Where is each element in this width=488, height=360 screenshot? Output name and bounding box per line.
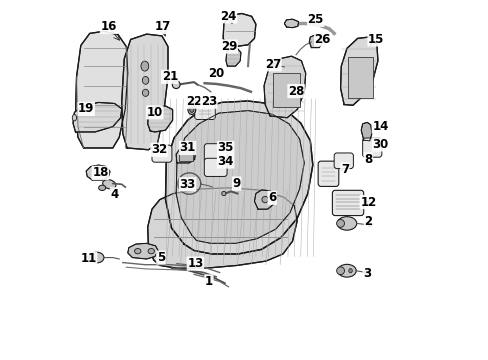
Ellipse shape	[187, 104, 195, 114]
Polygon shape	[86, 165, 110, 180]
Text: 27: 27	[264, 58, 281, 71]
Text: 1: 1	[204, 275, 213, 288]
Ellipse shape	[72, 114, 77, 121]
Polygon shape	[75, 31, 127, 148]
Text: 15: 15	[367, 33, 384, 46]
Ellipse shape	[172, 81, 180, 89]
Polygon shape	[127, 243, 158, 259]
Polygon shape	[225, 48, 241, 66]
Ellipse shape	[363, 270, 367, 275]
Text: 31: 31	[179, 141, 195, 154]
Polygon shape	[254, 190, 274, 209]
Text: 19: 19	[78, 102, 94, 115]
Text: 6: 6	[267, 191, 276, 204]
Ellipse shape	[348, 269, 351, 273]
Text: 28: 28	[287, 85, 304, 98]
Ellipse shape	[266, 64, 270, 68]
Ellipse shape	[262, 196, 268, 203]
Text: 22: 22	[185, 95, 202, 108]
Ellipse shape	[148, 248, 154, 254]
Polygon shape	[284, 19, 298, 28]
Ellipse shape	[99, 185, 105, 190]
Text: 4: 4	[110, 188, 119, 201]
Polygon shape	[165, 101, 312, 254]
FancyBboxPatch shape	[362, 138, 381, 157]
Polygon shape	[264, 56, 305, 118]
Ellipse shape	[134, 248, 141, 254]
Ellipse shape	[336, 267, 344, 275]
Ellipse shape	[336, 220, 344, 227]
Text: 20: 20	[207, 67, 224, 80]
Polygon shape	[223, 13, 255, 46]
Ellipse shape	[186, 182, 190, 186]
Polygon shape	[147, 188, 297, 268]
Ellipse shape	[88, 255, 93, 260]
Bar	[272, 73, 299, 107]
FancyBboxPatch shape	[333, 153, 353, 168]
Polygon shape	[147, 106, 172, 132]
Ellipse shape	[337, 264, 355, 277]
FancyBboxPatch shape	[204, 158, 226, 176]
Text: 30: 30	[371, 138, 388, 151]
Ellipse shape	[221, 192, 225, 195]
Text: 26: 26	[314, 33, 330, 46]
Polygon shape	[122, 34, 168, 150]
Text: 35: 35	[217, 141, 233, 154]
FancyBboxPatch shape	[152, 145, 172, 162]
Text: 23: 23	[201, 95, 217, 108]
Ellipse shape	[89, 252, 104, 263]
Ellipse shape	[189, 107, 194, 112]
Ellipse shape	[142, 89, 148, 96]
Text: 7: 7	[340, 163, 348, 176]
Text: 14: 14	[371, 120, 388, 133]
Text: 25: 25	[307, 13, 323, 26]
Text: 33: 33	[179, 178, 195, 191]
Ellipse shape	[89, 254, 95, 261]
Text: 32: 32	[151, 143, 167, 156]
Ellipse shape	[142, 76, 148, 84]
Text: 3: 3	[363, 267, 370, 280]
FancyBboxPatch shape	[332, 190, 363, 216]
Text: 9: 9	[232, 177, 240, 190]
Polygon shape	[176, 147, 195, 163]
Text: 34: 34	[217, 155, 233, 168]
FancyBboxPatch shape	[204, 144, 226, 162]
Polygon shape	[361, 122, 371, 141]
Polygon shape	[308, 35, 322, 48]
Text: 5: 5	[157, 251, 164, 264]
Polygon shape	[73, 103, 122, 132]
Text: 12: 12	[360, 195, 376, 208]
Text: 10: 10	[146, 106, 163, 119]
Text: 11: 11	[81, 252, 97, 265]
Ellipse shape	[102, 180, 116, 189]
Text: 21: 21	[162, 70, 178, 83]
Ellipse shape	[367, 223, 371, 227]
Ellipse shape	[337, 217, 356, 230]
Text: 18: 18	[92, 166, 108, 179]
Bar	[179, 150, 192, 161]
Text: 8: 8	[364, 153, 372, 166]
Text: 24: 24	[220, 10, 236, 23]
FancyBboxPatch shape	[318, 161, 338, 186]
Polygon shape	[340, 37, 377, 105]
Text: 16: 16	[100, 21, 117, 33]
Text: 29: 29	[221, 40, 237, 53]
FancyBboxPatch shape	[194, 100, 215, 120]
Text: 13: 13	[187, 257, 203, 270]
Ellipse shape	[141, 61, 148, 71]
Polygon shape	[176, 111, 304, 243]
Text: 17: 17	[154, 21, 170, 33]
Bar	[347, 57, 372, 98]
Text: 2: 2	[364, 216, 372, 229]
